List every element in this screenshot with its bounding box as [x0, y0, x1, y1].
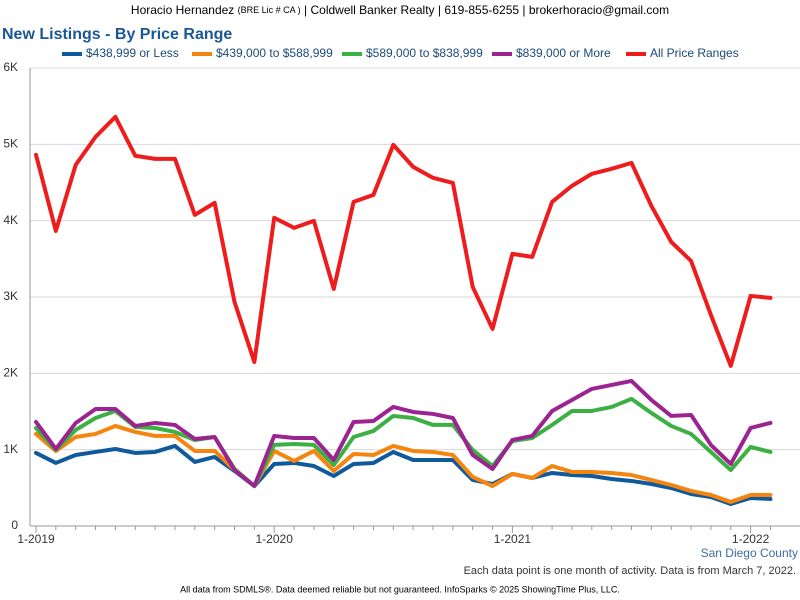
y-tick-label: 1K — [3, 442, 18, 456]
legend-label: All Price Ranges — [650, 46, 739, 60]
agent-license: (BRE Lic # CA ) — [238, 5, 301, 15]
series-line — [34, 114, 773, 368]
legend-label: $438,999 or Less — [86, 46, 179, 60]
y-tick-label: 0 — [11, 518, 18, 532]
series-line — [34, 423, 773, 504]
series-line — [34, 378, 773, 488]
region-label: San Diego County — [701, 546, 798, 560]
y-tick-label: 5K — [3, 137, 18, 151]
y-tick-label: 4K — [3, 213, 18, 227]
series-line — [34, 396, 773, 488]
legend-label: $439,000 to $588,999 — [216, 46, 333, 60]
header: Horacio Hernandez (BRE Lic # CA ) | Cold… — [131, 3, 669, 17]
legend-label: $589,000 to $838,999 — [366, 46, 483, 60]
agent-contact: | Coldwell Banker Realty | 619-855-6255 … — [304, 3, 669, 17]
chart-title: New Listings - By Price Range — [2, 26, 232, 43]
y-tick-label: 3K — [3, 289, 18, 303]
note: Each data point is one month of activity… — [464, 565, 796, 577]
legend-label: $839,000 or More — [516, 46, 611, 60]
x-tick-label: 1-2022 — [732, 532, 770, 546]
x-tick-label: 1-2021 — [494, 532, 532, 546]
x-tick-label: 1-2020 — [256, 532, 294, 546]
y-tick-label: 6K — [3, 60, 18, 74]
series-line — [34, 443, 773, 507]
footer: All data from SDMLS®. Data deemed reliab… — [180, 584, 620, 594]
x-tick-label: 1-2019 — [17, 532, 55, 546]
agent-name: Horacio Hernandez — [131, 3, 234, 17]
y-tick-label: 2K — [3, 366, 18, 380]
